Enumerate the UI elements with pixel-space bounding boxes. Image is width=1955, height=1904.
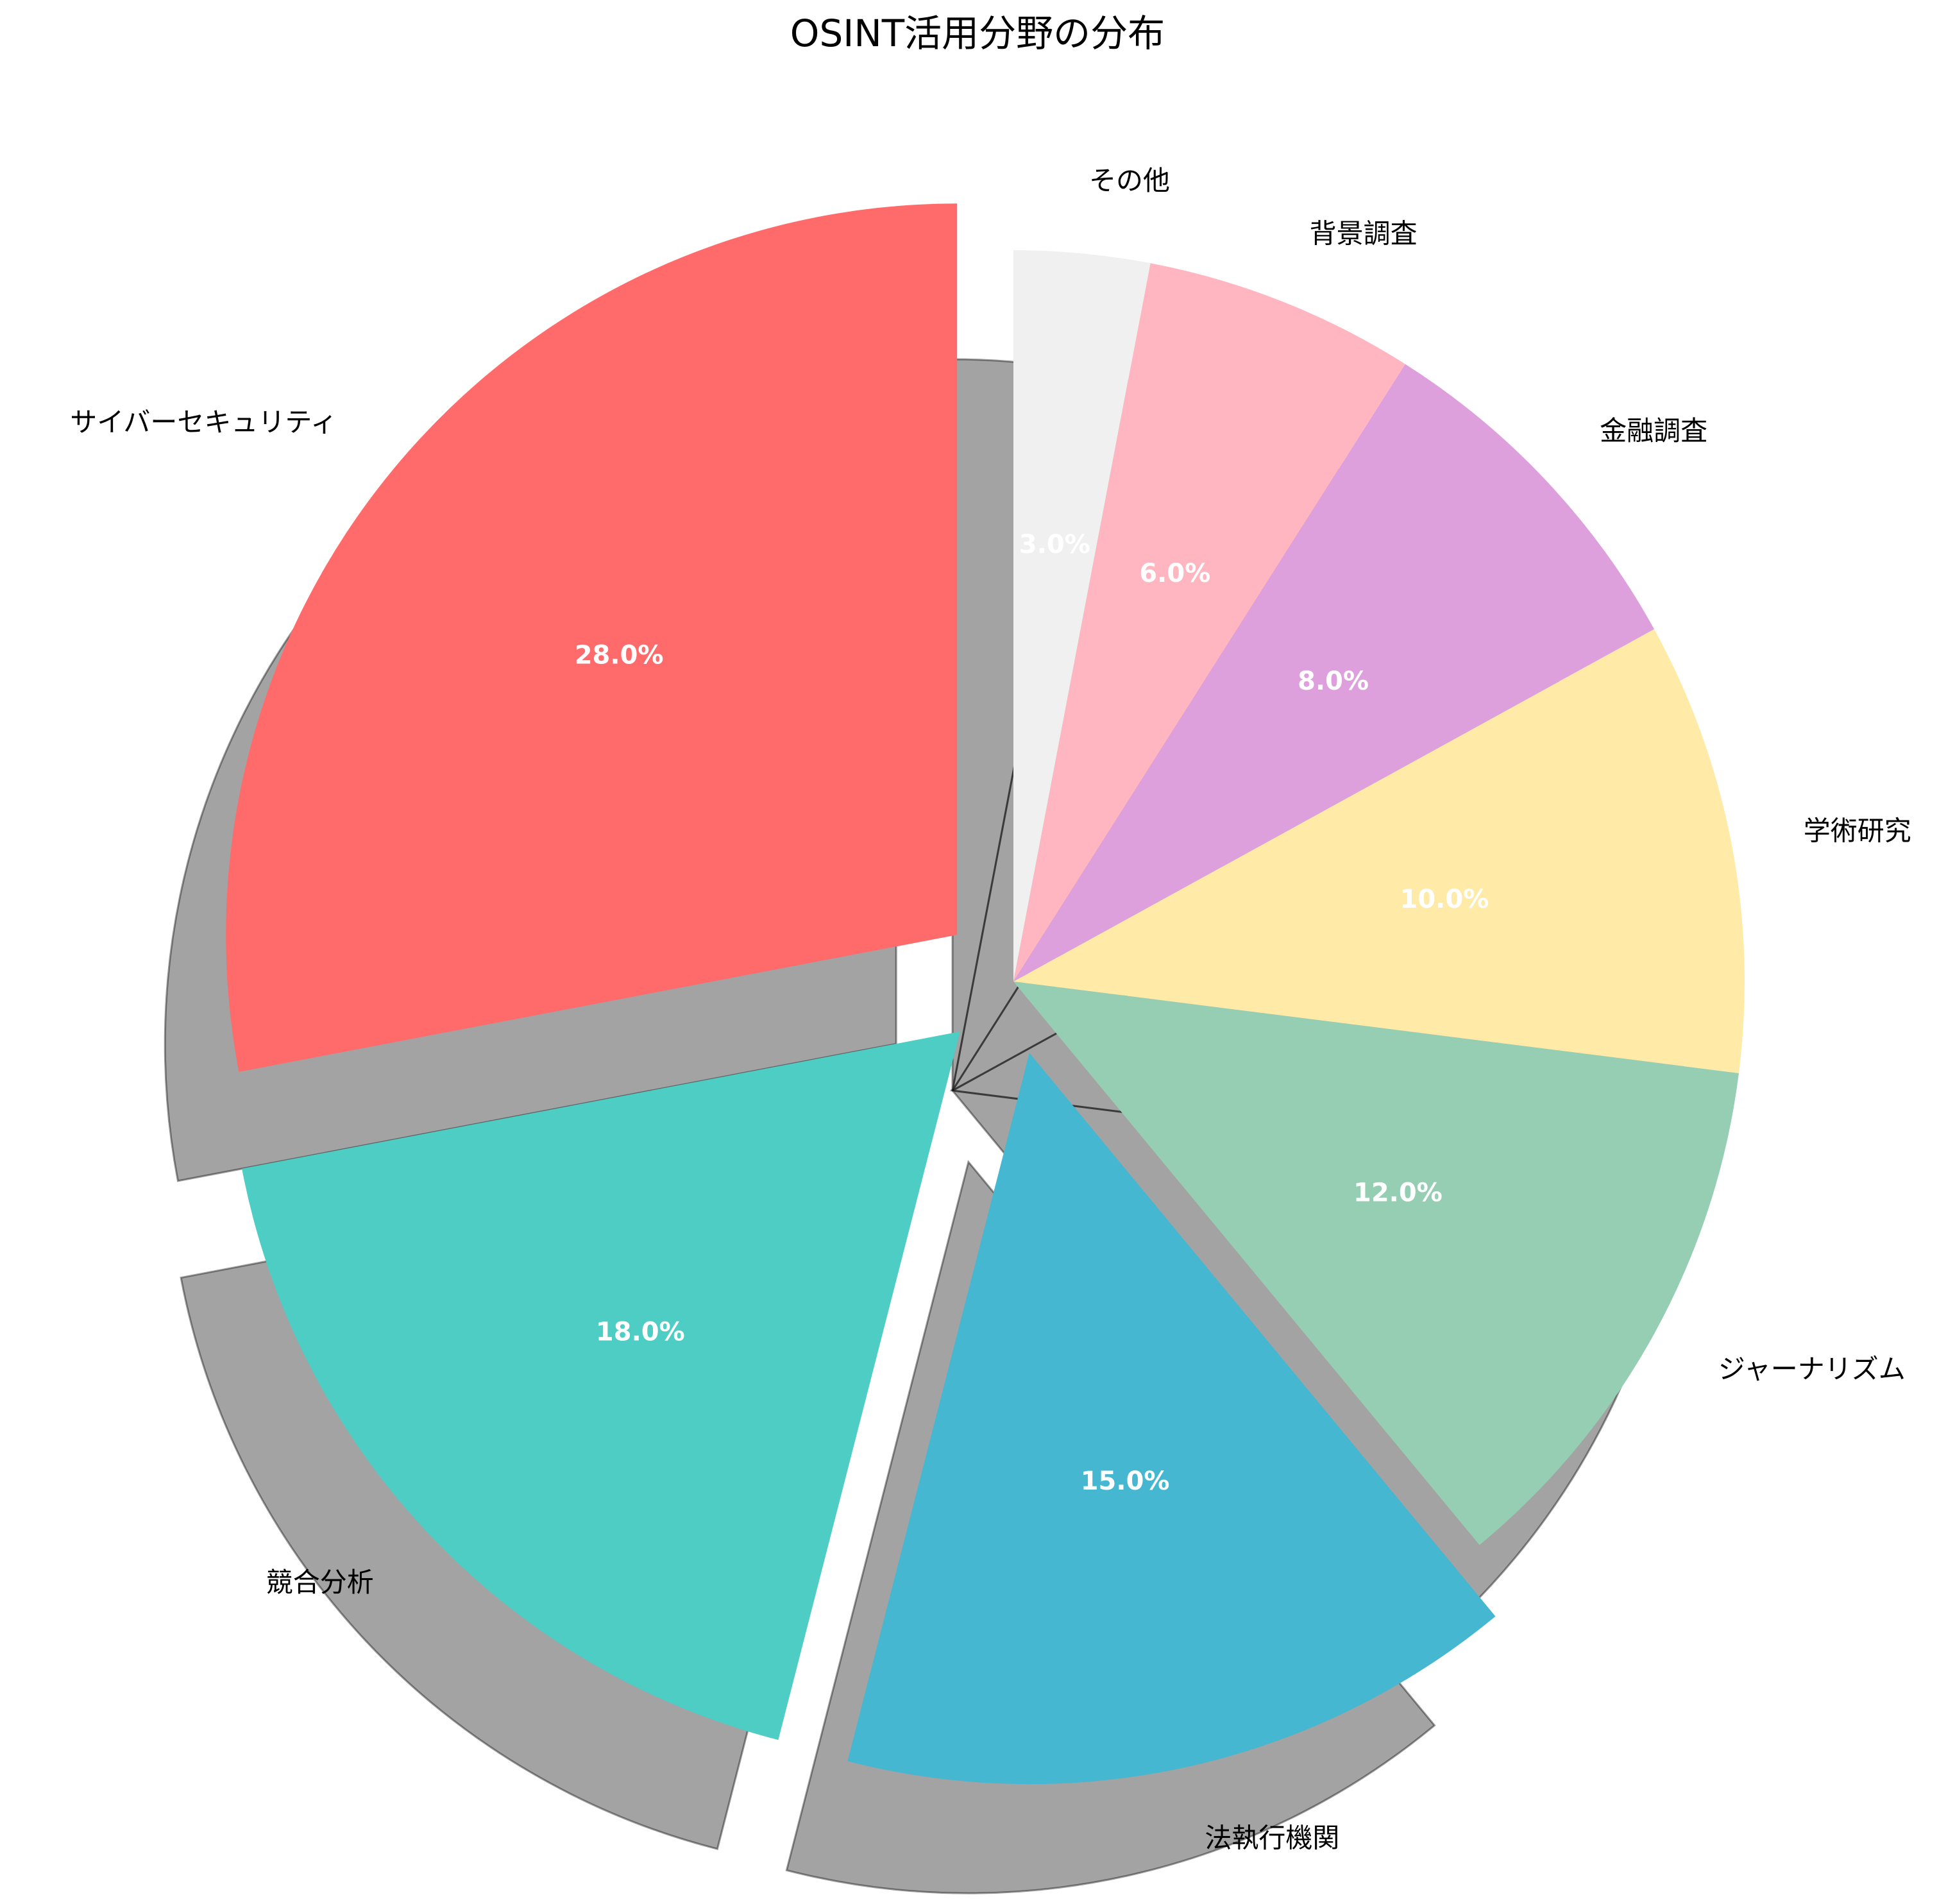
percent-label-6: 8.0% <box>1298 667 1369 696</box>
category-label-5: 学術研究 <box>1804 815 1911 847</box>
category-label-6: 金融調査 <box>1600 415 1707 446</box>
percent-label-5: 10.0% <box>1400 885 1489 914</box>
pie-wedge-7 <box>1013 263 1405 982</box>
pie-wedge-4 <box>1013 982 1739 1545</box>
category-label-2: 競合分析 <box>266 1567 374 1598</box>
pie-wedges <box>226 203 1745 1785</box>
percent-label-8: 3.0% <box>1019 530 1090 559</box>
category-label-7: 背景調査 <box>1310 218 1418 250</box>
pie-wedge-8 <box>1013 250 1151 982</box>
percent-label-2: 18.0% <box>596 1317 685 1347</box>
percent-labels: 28.0% 18.0% 15.0% 12.0% 10.0% 8.0% 6.0% 3.0% <box>575 530 1489 1496</box>
category-label-4: ジャーナリズム <box>1718 1354 1906 1385</box>
percent-label-1: 28.0% <box>575 640 664 670</box>
pie-wedge-6 <box>1013 364 1654 982</box>
category-label-1: サイバーセキュリティ <box>70 407 337 438</box>
percent-label-7: 6.0% <box>1139 559 1210 588</box>
category-label-3: 法執行機関 <box>1205 1823 1339 1854</box>
pie-wedge-1 <box>226 203 958 1072</box>
pie-wedge-2 <box>242 1032 960 1740</box>
percent-label-4: 12.0% <box>1353 1178 1443 1208</box>
pie-wedge-3 <box>847 1053 1496 1785</box>
pie-wedge-5 <box>1013 629 1745 1073</box>
percent-label-3: 15.0% <box>1081 1466 1170 1496</box>
chart-title: OSINT活用分野の分布 <box>790 12 1165 55</box>
category-label-8: その他 <box>1089 165 1170 196</box>
